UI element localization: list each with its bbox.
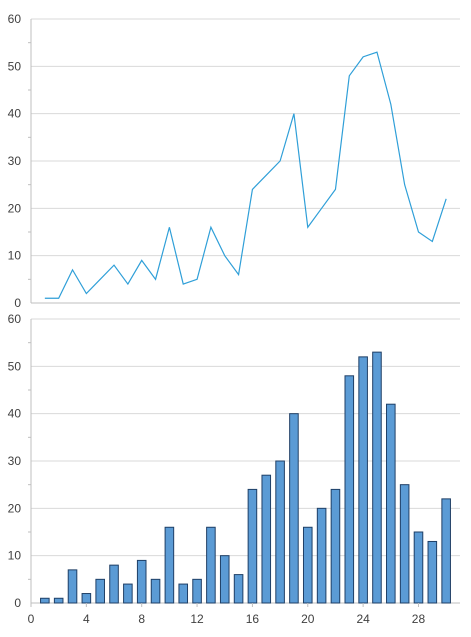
bar [164, 526, 175, 604]
bar [123, 583, 133, 604]
bar [206, 526, 216, 604]
bar-chart: 0 10 20 30 40 50 60 0 4 8 12 16 20 24 28 [8, 312, 460, 626]
x-tick-label: 24 [356, 612, 370, 626]
line-chart: 0 10 20 30 40 50 60 [8, 12, 460, 310]
x-tick-label: 28 [412, 612, 426, 626]
bar [81, 593, 92, 604]
line-series [44, 51, 447, 299]
bar [150, 578, 161, 604]
bar [275, 460, 285, 604]
bar [386, 403, 396, 604]
y-tick-label: 10 [8, 249, 22, 263]
y-tick-label: 30 [8, 454, 22, 468]
bar [372, 351, 382, 604]
y-tick-label: 20 [8, 501, 22, 515]
bar [441, 498, 451, 604]
bar [136, 559, 147, 604]
bar [358, 356, 368, 604]
y-tick-label: 30 [8, 154, 22, 168]
bar [40, 597, 50, 604]
bar [233, 574, 244, 604]
bar [261, 474, 272, 604]
y-tick-label: 60 [8, 12, 22, 26]
x-tick-label: 8 [138, 612, 145, 626]
bar [192, 578, 202, 604]
bar [427, 540, 438, 604]
bar [344, 375, 355, 604]
x-tick-label: 0 [28, 612, 35, 626]
y-tick-label: 60 [8, 312, 22, 326]
y-tick-label: 50 [8, 359, 22, 373]
bar [95, 578, 105, 604]
bar [247, 488, 258, 604]
bar [67, 569, 78, 604]
x-tick-label: 16 [246, 612, 260, 626]
bar [302, 526, 313, 604]
bar [53, 597, 64, 604]
y-tick-label: 20 [8, 201, 22, 215]
x-tick-label: 20 [301, 612, 315, 626]
bar [399, 484, 410, 604]
y-tick-label: 40 [8, 107, 22, 121]
y-tick-label: 10 [8, 549, 22, 563]
y-tick-label: 0 [14, 296, 21, 310]
bar [178, 583, 189, 604]
bar [413, 531, 424, 604]
bar [330, 488, 341, 604]
y-tick-label: 0 [14, 596, 21, 610]
x-tick-label: 12 [190, 612, 204, 626]
bar [219, 555, 230, 604]
y-tick-label: 40 [8, 407, 22, 421]
x-tick-label: 4 [83, 612, 90, 626]
bar [316, 507, 327, 604]
y-tick-label: 50 [8, 59, 22, 73]
bar [109, 564, 119, 604]
bar [289, 413, 299, 604]
